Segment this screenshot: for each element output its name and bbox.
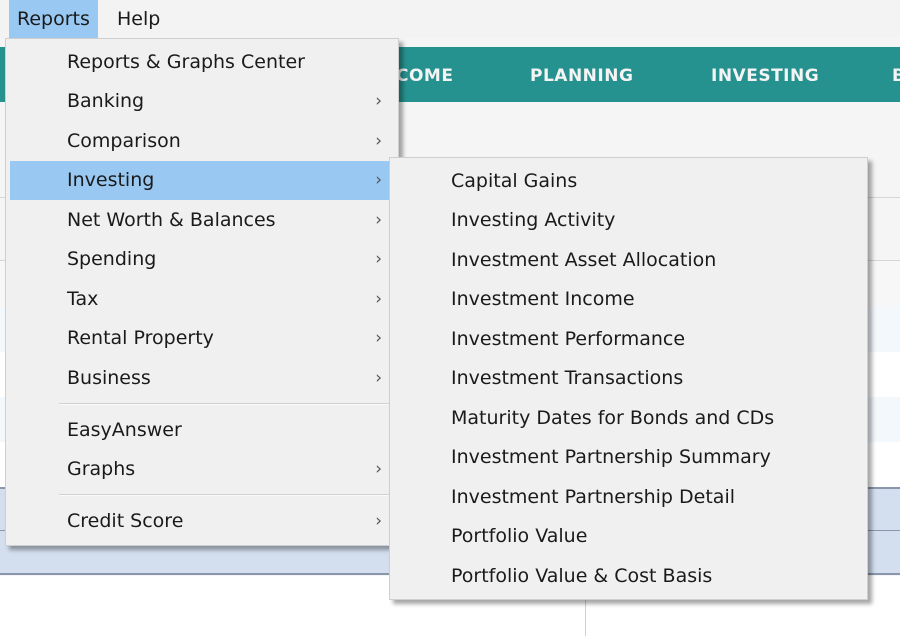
chevron-right-icon: › xyxy=(375,131,382,151)
submenu-item-label: Investing Activity xyxy=(451,209,616,231)
submenu-item-label: Portfolio Value & Cost Basis xyxy=(451,565,713,587)
submenu-item-partnership-detail[interactable]: Investment Partnership Detail xyxy=(394,478,863,517)
submenu-item-label: Investment Performance xyxy=(451,328,686,350)
menu-item-reports-graphs-center[interactable]: Reports & Graphs Center xyxy=(10,43,394,82)
submenu-item-label: Investment Asset Allocation xyxy=(451,249,717,271)
chevron-right-icon: › xyxy=(375,328,382,348)
menu-item-tax[interactable]: Tax › xyxy=(10,280,394,319)
submenu-item-label: Portfolio Value xyxy=(451,525,588,547)
menu-item-credit-score[interactable]: Credit Score › xyxy=(10,502,394,541)
tab-planning[interactable]: PLANNING xyxy=(530,66,634,86)
tab-bills[interactable]: B xyxy=(892,66,900,86)
menu-item-label: Business xyxy=(67,367,151,389)
menu-item-label: Banking xyxy=(67,90,145,112)
submenu-item-investing-activity[interactable]: Investing Activity xyxy=(394,201,863,240)
submenu-item-label: Maturity Dates for Bonds and CDs xyxy=(451,407,775,429)
tab-income[interactable]: COME xyxy=(396,66,454,86)
menu-item-net-worth-balances[interactable]: Net Worth & Balances › xyxy=(10,201,394,240)
menu-item-easyanswer[interactable]: EasyAnswer xyxy=(10,411,394,450)
submenu-item-label: Investment Transactions xyxy=(451,367,684,389)
menu-item-label: Credit Score xyxy=(67,510,184,532)
menu-item-business[interactable]: Business › xyxy=(10,359,394,398)
menu-item-label: Tax xyxy=(67,288,99,310)
tab-investing[interactable]: INVESTING xyxy=(711,66,820,86)
submenu-item-investment-income[interactable]: Investment Income xyxy=(394,280,863,319)
menu-item-comparison[interactable]: Comparison › xyxy=(10,122,394,161)
chevron-right-icon: › xyxy=(375,170,382,190)
menu-help[interactable]: Help xyxy=(117,8,161,30)
chevron-right-icon: › xyxy=(375,91,382,111)
investing-submenu: Capital Gains Investing Activity Investm… xyxy=(389,157,868,600)
submenu-item-partnership-summary[interactable]: Investment Partnership Summary xyxy=(394,438,863,477)
menu-item-spending[interactable]: Spending › xyxy=(10,240,394,279)
menu-separator xyxy=(59,403,394,405)
menu-item-label: Comparison xyxy=(67,130,181,152)
menu-item-label: Spending xyxy=(67,248,157,270)
submenu-item-investment-transactions[interactable]: Investment Transactions xyxy=(394,359,863,398)
chevron-right-icon: › xyxy=(375,210,382,230)
chevron-right-icon: › xyxy=(375,368,382,388)
submenu-item-portfolio-value-cost-basis[interactable]: Portfolio Value & Cost Basis xyxy=(394,557,863,596)
submenu-item-label: Capital Gains xyxy=(451,170,578,192)
menu-item-label: Rental Property xyxy=(67,327,214,349)
menu-item-rental-property[interactable]: Rental Property › xyxy=(10,319,394,358)
menu-item-label: Net Worth & Balances xyxy=(67,209,276,231)
submenu-item-label: Investment Partnership Detail xyxy=(451,486,735,508)
submenu-item-portfolio-value[interactable]: Portfolio Value xyxy=(394,517,863,556)
submenu-item-label: Investment Income xyxy=(451,288,635,310)
menu-item-label: Graphs xyxy=(67,458,136,480)
menu-bar: Reports Help xyxy=(0,0,900,38)
submenu-item-investment-performance[interactable]: Investment Performance xyxy=(394,320,863,359)
menu-reports[interactable]: Reports xyxy=(9,0,98,38)
chevron-right-icon: › xyxy=(375,289,382,309)
menu-item-label: EasyAnswer xyxy=(67,419,182,441)
chevron-right-icon: › xyxy=(375,459,382,479)
submenu-item-investment-asset-allocation[interactable]: Investment Asset Allocation xyxy=(394,241,863,280)
submenu-item-maturity-dates[interactable]: Maturity Dates for Bonds and CDs xyxy=(394,399,863,438)
submenu-item-label: Investment Partnership Summary xyxy=(451,446,771,468)
menu-item-label: Investing xyxy=(67,169,155,191)
column-divider xyxy=(585,576,586,636)
menu-item-banking[interactable]: Banking › xyxy=(10,82,394,121)
reports-menu: Reports & Graphs Center Banking › Compari… xyxy=(5,38,399,546)
chevron-right-icon: › xyxy=(375,249,382,269)
menu-separator xyxy=(59,494,394,496)
menu-item-investing[interactable]: Investing › xyxy=(10,161,394,200)
menu-item-label: Reports & Graphs Center xyxy=(67,51,305,73)
chevron-right-icon: › xyxy=(375,511,382,531)
menu-item-graphs[interactable]: Graphs › xyxy=(10,450,394,489)
submenu-item-capital-gains[interactable]: Capital Gains xyxy=(394,162,863,201)
